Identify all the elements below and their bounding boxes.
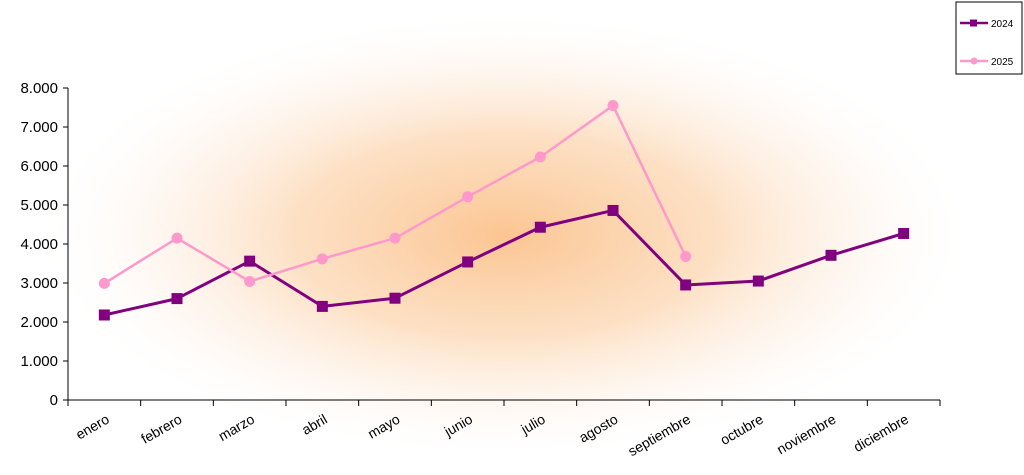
data-point	[462, 256, 474, 268]
data-point	[680, 279, 692, 291]
legend-entry-2024: 2024	[960, 19, 1014, 30]
data-point	[534, 151, 546, 163]
legend-label: 2025	[991, 57, 1014, 68]
chart-legend: 2024 2025	[955, 1, 1023, 75]
data-point	[389, 232, 401, 244]
series-line-2024	[104, 208, 905, 317]
data-point	[171, 232, 183, 244]
data-point	[534, 221, 546, 233]
chart-series	[98, 100, 910, 321]
background-glow	[35, 10, 975, 460]
data-point	[462, 191, 474, 203]
data-point	[171, 293, 183, 305]
y-tick-label: 0	[50, 392, 58, 409]
data-point	[98, 309, 110, 321]
data-point	[244, 255, 256, 267]
data-point	[607, 100, 619, 112]
y-tick-label: 8.000	[20, 80, 58, 97]
data-point	[316, 253, 328, 265]
data-point	[752, 275, 764, 287]
legend-label: 2024	[991, 19, 1014, 30]
data-point	[389, 292, 401, 304]
data-point	[316, 300, 328, 312]
series-2025	[98, 100, 692, 289]
y-tick-label: 1.000	[20, 353, 58, 370]
legend-swatch-marker	[970, 57, 978, 65]
y-tick-label: 2.000	[20, 314, 58, 331]
data-point	[898, 227, 910, 239]
data-point	[607, 204, 619, 216]
y-tick-label: 4.000	[20, 236, 58, 253]
y-tick-label: 5.000	[20, 197, 58, 214]
legend-entry-2025: 2025	[960, 57, 1014, 68]
data-point	[98, 277, 110, 289]
data-point	[244, 275, 256, 287]
legend-swatch-marker	[970, 19, 977, 27]
data-point	[680, 250, 692, 262]
data-point	[825, 249, 837, 261]
y-tick-label: 7.000	[20, 119, 58, 136]
y-tick-label: 6.000	[20, 158, 58, 175]
series-2024	[98, 204, 910, 321]
y-tick-label: 3.000	[20, 275, 58, 292]
